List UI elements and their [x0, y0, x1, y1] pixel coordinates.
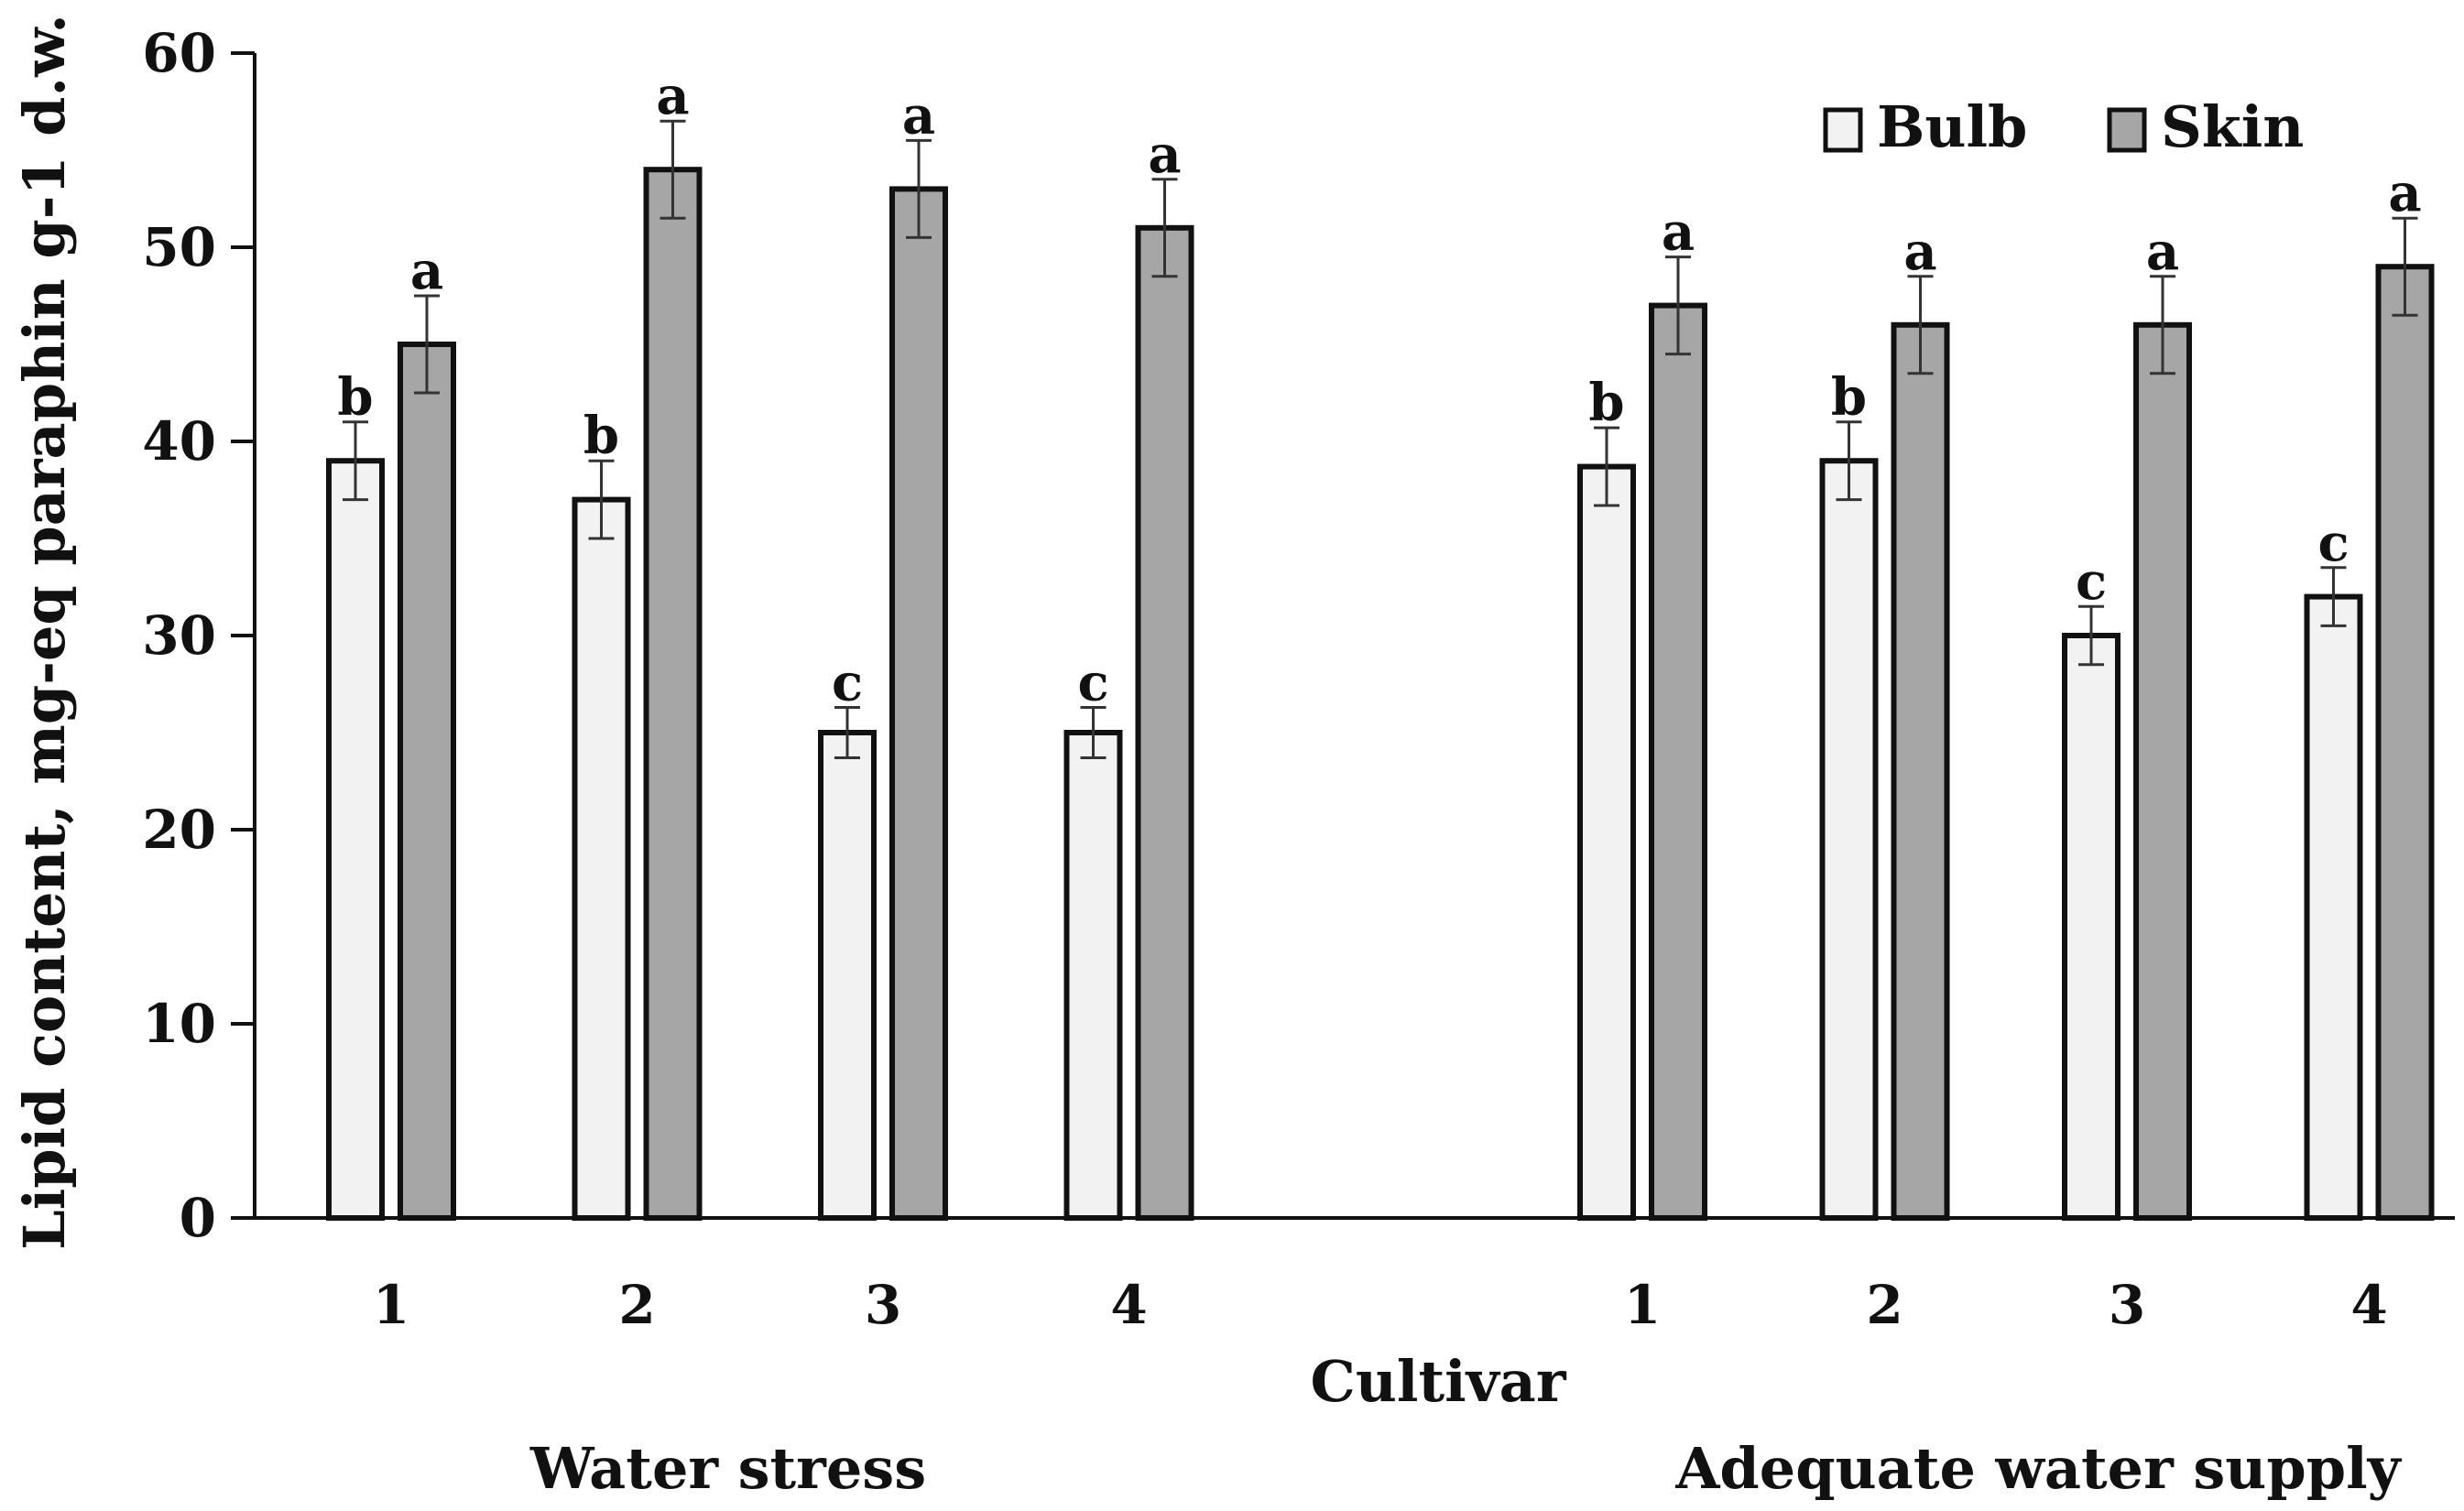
bulb-bar [326, 458, 385, 1221]
group-label: Water stress [529, 1435, 926, 1502]
bulb-bar [2062, 633, 2121, 1221]
significance-letter: b [1831, 367, 1867, 428]
significance-letter: a [410, 241, 443, 301]
bulb-bar [818, 730, 877, 1221]
y-tick-label: 50 [142, 216, 216, 278]
y-tick-label: 60 [142, 22, 216, 84]
x-tick-label: 4 [1110, 1274, 1147, 1336]
significance-letter: c [1077, 652, 1108, 712]
skin-bar [1891, 321, 1950, 1221]
skin-bar [2133, 321, 2192, 1221]
skin-bar [643, 167, 703, 1222]
legend-label-skin: Skin [2161, 93, 2304, 160]
significance-letter: a [902, 85, 935, 146]
y-axis-title: Lipid content, mg-eq paraphin g-1 d.w. [11, 14, 78, 1250]
x-tick-label: 2 [618, 1274, 655, 1336]
skin-bar [2375, 264, 2435, 1222]
x-tick-label: 1 [1624, 1274, 1661, 1336]
significance-letter: b [337, 367, 373, 428]
legend-swatch-bulb [1823, 107, 1863, 153]
x-tick-label: 4 [2350, 1274, 2387, 1336]
y-tick-label: 20 [142, 799, 216, 861]
skin-bar [1135, 224, 1194, 1221]
y-tick-label: 30 [142, 604, 216, 667]
significance-letter: a [1662, 202, 1695, 263]
significance-letter: b [583, 406, 619, 466]
bars: b a b a c a c a b a b a c a c a [326, 66, 2435, 1222]
significance-letter: c [2317, 513, 2349, 573]
y-tick-label: 0 [180, 1187, 216, 1249]
legend-label-bulb: Bulb [1877, 93, 2027, 160]
x-tick-label: 1 [373, 1274, 409, 1336]
bulb-bar [2304, 593, 2363, 1221]
significance-letter: b [1588, 373, 1624, 433]
bulb-bar [572, 496, 631, 1221]
significance-letter: a [2146, 222, 2179, 282]
legend-swatch-skin [2107, 107, 2147, 153]
x-tick-label: 2 [1866, 1274, 1903, 1336]
x-axis-title: Cultivar [1310, 1348, 1566, 1415]
bulb-bar [1063, 730, 1123, 1221]
skin-bar [889, 186, 948, 1221]
skin-bar [1649, 302, 1707, 1222]
x-tick-label: 3 [865, 1274, 901, 1336]
significance-letter: c [2076, 551, 2107, 612]
bulb-bar [1577, 463, 1636, 1221]
group-label: Adequate water supply [1674, 1435, 2402, 1502]
significance-letter: a [2388, 163, 2421, 223]
significance-letter: a [656, 66, 689, 126]
legend: Bulb Skin [1823, 93, 2304, 160]
y-tick-label: 40 [142, 410, 216, 473]
significance-letter: a [1903, 222, 1936, 282]
x-axis: Water stress 1 2 3 4 Adequate water supply 1 2 3… [255, 1216, 2455, 1502]
significance-letter: c [832, 652, 863, 712]
significance-letter: a [1148, 125, 1181, 185]
x-tick-label: 3 [2109, 1274, 2145, 1336]
y-tick-label: 10 [142, 993, 216, 1055]
skin-bar [398, 342, 456, 1221]
y-axis: 0 10 20 30 40 50 60 [142, 22, 256, 1249]
bulb-bar [1819, 458, 1879, 1221]
